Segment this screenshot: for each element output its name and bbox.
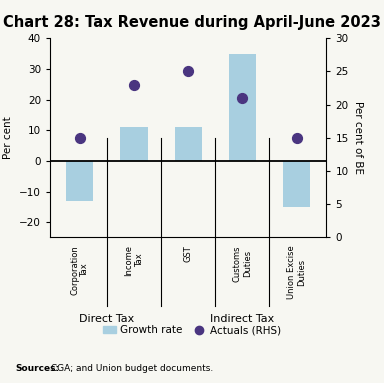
Bar (121, 127, 147, 161)
Text: Union Excise
Duties: Union Excise Duties (287, 245, 306, 299)
Bar (283, 161, 310, 207)
Point (77, 135, 83, 141)
Bar (175, 127, 202, 161)
Point (293, 135, 300, 141)
Bar (229, 54, 256, 161)
Y-axis label: Per cent: Per cent (3, 116, 13, 159)
Text: Corporation
Tax: Corporation Tax (70, 245, 89, 295)
Text: GST: GST (184, 245, 193, 262)
Text: Chart 28: Tax Revenue during April-June 2023: Chart 28: Tax Revenue during April-June … (3, 15, 381, 30)
Point (131, 82, 137, 88)
Text: CGA; and Union budget documents.: CGA; and Union budget documents. (48, 365, 213, 373)
Text: Customs
Duties: Customs Duties (233, 245, 252, 282)
Legend: Growth rate, Actuals (RHS): Growth rate, Actuals (RHS) (99, 321, 285, 339)
Point (185, 69, 191, 75)
Y-axis label: Per cent of BE: Per cent of BE (353, 101, 362, 174)
Text: Sources:: Sources: (15, 365, 60, 373)
Text: Income
Tax: Income Tax (124, 245, 144, 276)
Point (239, 95, 245, 101)
Text: Indirect Tax: Indirect Tax (210, 314, 275, 324)
Bar (66, 161, 93, 201)
Text: Direct Tax: Direct Tax (79, 314, 134, 324)
